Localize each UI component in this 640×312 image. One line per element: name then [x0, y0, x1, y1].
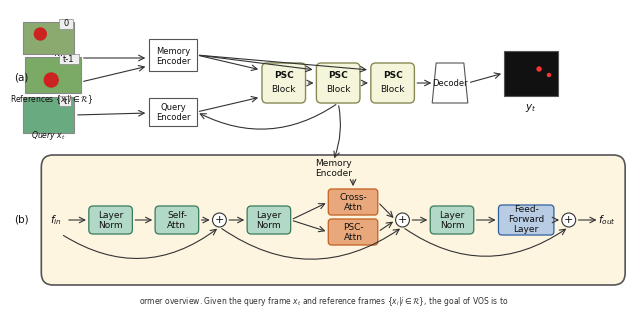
Bar [149, 39, 196, 71]
Text: (a): (a) [15, 73, 29, 83]
Text: Layer: Layer [439, 211, 465, 220]
Text: Block: Block [326, 85, 351, 94]
Text: Encoder: Encoder [315, 168, 352, 178]
Circle shape [44, 73, 58, 87]
FancyBboxPatch shape [371, 63, 414, 103]
Text: PSC-: PSC- [342, 222, 364, 232]
Bar [22, 97, 74, 133]
Text: t-1: t-1 [63, 55, 75, 64]
FancyBboxPatch shape [262, 63, 305, 103]
Text: Encoder: Encoder [156, 57, 190, 66]
Bar [26, 57, 81, 93]
Bar [22, 22, 74, 54]
Text: (b): (b) [15, 215, 29, 225]
Text: Block: Block [271, 85, 296, 94]
Bar [59, 96, 71, 106]
FancyBboxPatch shape [42, 155, 625, 285]
Text: +: + [215, 215, 224, 225]
Text: PSC: PSC [274, 71, 294, 80]
Text: Forward: Forward [508, 216, 545, 225]
Bar [59, 19, 73, 29]
Text: Memory: Memory [315, 158, 351, 168]
Circle shape [396, 213, 410, 227]
Polygon shape [432, 63, 468, 103]
Text: +: + [398, 215, 407, 225]
Text: PSC: PSC [383, 71, 403, 80]
Text: Norm: Norm [257, 222, 281, 231]
Text: Norm: Norm [99, 222, 123, 231]
Bar [149, 98, 196, 126]
Text: +: + [564, 215, 573, 225]
Text: Query: Query [160, 104, 186, 113]
FancyBboxPatch shape [316, 63, 360, 103]
Text: Cross-: Cross- [339, 193, 367, 202]
Text: PSC: PSC [328, 71, 348, 80]
Text: t: t [63, 96, 67, 105]
FancyBboxPatch shape [89, 206, 132, 234]
Text: Attn: Attn [344, 202, 362, 212]
Text: Attn: Attn [168, 222, 186, 231]
Text: Query $x_t$: Query $x_t$ [31, 129, 65, 142]
FancyBboxPatch shape [155, 206, 198, 234]
Text: Encoder: Encoder [156, 114, 190, 123]
Text: Decoder: Decoder [432, 79, 468, 87]
Circle shape [547, 74, 550, 76]
Text: Layer: Layer [256, 211, 282, 220]
FancyBboxPatch shape [430, 206, 474, 234]
Text: $f_{out}$: $f_{out}$ [598, 213, 616, 227]
Text: Norm: Norm [440, 222, 464, 231]
Circle shape [562, 213, 575, 227]
FancyBboxPatch shape [499, 205, 554, 235]
Text: Block: Block [380, 85, 405, 94]
Bar [504, 51, 558, 95]
Text: $y_t$: $y_t$ [525, 102, 537, 114]
FancyBboxPatch shape [328, 219, 378, 245]
Text: References $\{x_i|i \in \mathcal{R}\}$: References $\{x_i|i \in \mathcal{R}\}$ [10, 94, 93, 106]
Text: ...: ... [54, 48, 63, 58]
FancyBboxPatch shape [247, 206, 291, 234]
Text: Layer: Layer [513, 226, 539, 235]
Circle shape [35, 28, 46, 40]
Circle shape [212, 213, 227, 227]
Text: $f_{in}$: $f_{in}$ [51, 213, 62, 227]
FancyBboxPatch shape [328, 189, 378, 215]
Circle shape [537, 67, 541, 71]
Text: ormer overview. Given the query frame $x_t$ and reference frames $\{x_i|i \in \m: ormer overview. Given the query frame $x… [139, 295, 508, 309]
Text: Attn: Attn [344, 232, 362, 241]
Bar [59, 54, 79, 64]
Text: Layer: Layer [98, 211, 124, 220]
Text: Feed-: Feed- [514, 206, 539, 215]
Text: 0: 0 [63, 19, 68, 28]
Text: Memory: Memory [156, 46, 190, 56]
Text: Self-: Self- [167, 211, 187, 220]
